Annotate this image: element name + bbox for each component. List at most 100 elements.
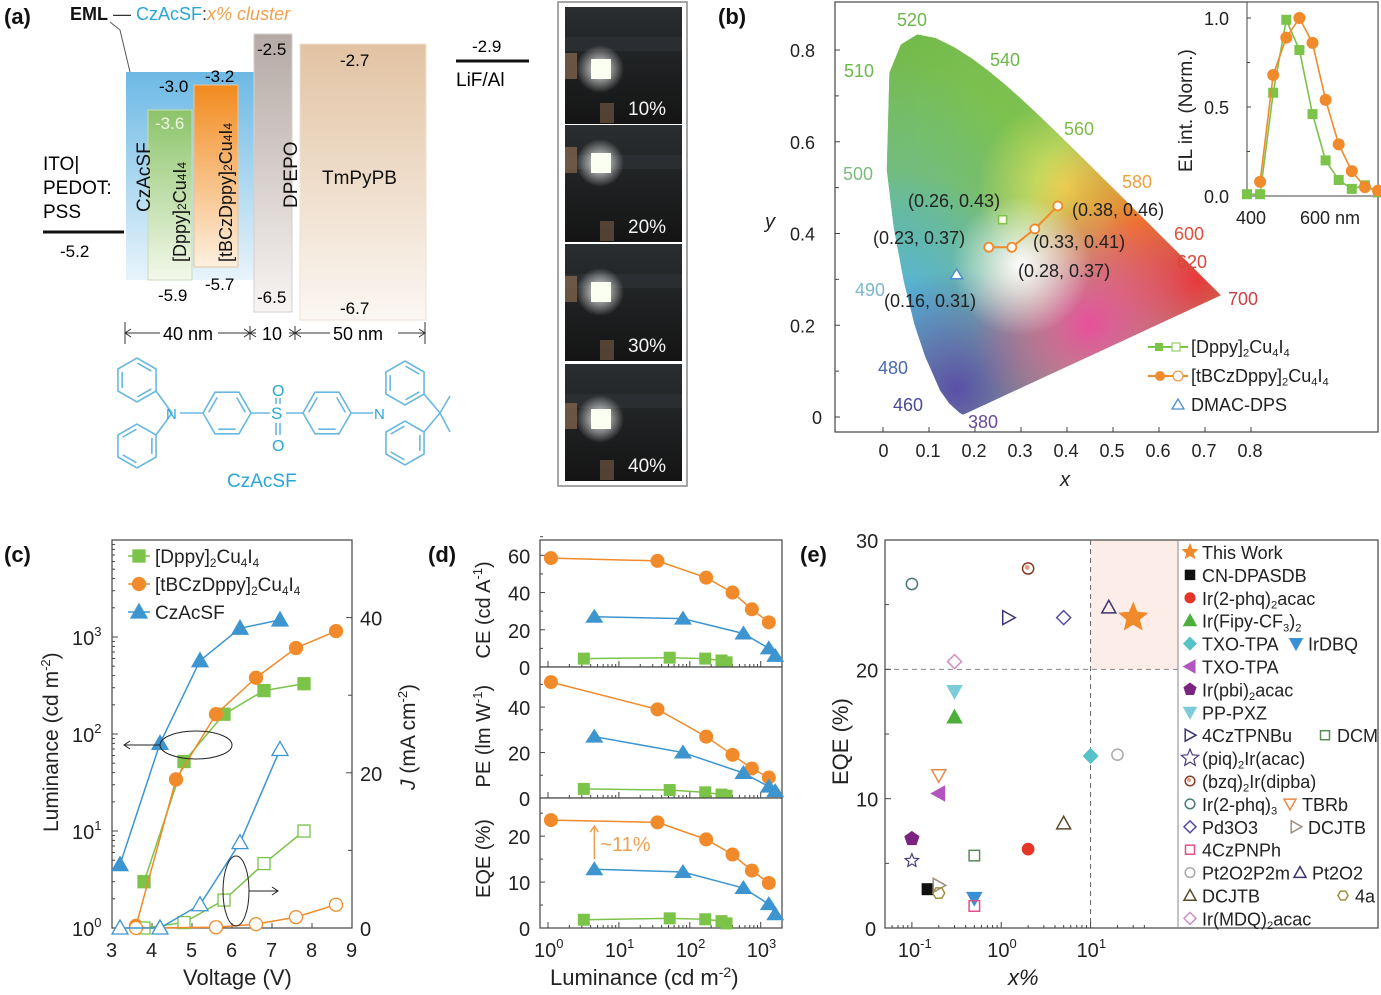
cie-coordinate-label: (0.16, 0.31) — [884, 291, 976, 311]
wavelength-label: 480 — [878, 358, 908, 378]
y-tick-label: 0 — [865, 919, 876, 941]
data-point — [257, 856, 271, 871]
data-point — [208, 707, 224, 722]
y-tick-label: 20 — [508, 827, 530, 849]
double-bond — [122, 428, 137, 438]
marker-triangle-down — [930, 769, 948, 784]
data-point — [699, 652, 712, 665]
panel-label-b: (b) — [718, 4, 746, 29]
marker-square — [921, 883, 934, 896]
data-point — [270, 740, 290, 757]
y2-tick-label: 40 — [360, 609, 382, 631]
y-tick-label: 0 — [519, 658, 530, 680]
atom-o-bottom: O — [272, 438, 284, 455]
double-bond — [307, 397, 318, 413]
inset-y-tick-label: 0.5 — [1204, 98, 1229, 118]
legend-marker — [1155, 343, 1163, 351]
data-point — [734, 880, 753, 895]
y-tick-label: 10 — [508, 873, 530, 895]
probe-tip — [565, 53, 577, 79]
tbcz-layer-label: [tBCzDppy]2Cu4I4 — [216, 123, 236, 262]
x-tick-label: 0.5 — [1100, 441, 1125, 461]
methyl — [439, 395, 451, 414]
legend-label: TXO-TPA — [1202, 658, 1279, 678]
cie-point-dppy — [997, 214, 1008, 225]
marker-square — [1319, 729, 1331, 741]
inset-point — [1358, 181, 1371, 194]
eml-host: CzAcSF — [136, 4, 202, 24]
cie-color-fill — [886, 34, 1221, 415]
legend-label: DCM — [1337, 726, 1378, 746]
inset-point — [1333, 174, 1344, 185]
x-tick-label: 6 — [226, 940, 237, 962]
device-photo — [565, 125, 682, 242]
wavelength-label: 380 — [968, 412, 998, 432]
tmpypb-homo: -6.7 — [340, 299, 369, 318]
dpepo-lumo: -2.5 — [257, 40, 286, 59]
data-point — [577, 652, 590, 665]
legend-label: IrDBQ — [1308, 635, 1358, 655]
data-point — [230, 618, 250, 635]
inset-x-tick-label: 400 — [1236, 208, 1266, 228]
y-tick-label: 0.2 — [790, 316, 815, 336]
double-bond — [390, 425, 405, 435]
probe-tip — [565, 403, 577, 429]
wavelength-label: 540 — [990, 50, 1020, 70]
marker-pentagon — [904, 830, 920, 846]
marker-circle-dot — [1184, 775, 1196, 787]
anode-line-1: ITO| — [43, 154, 79, 175]
benzene-ring — [202, 391, 252, 435]
x-tick-label: 0.7 — [1192, 441, 1217, 461]
benzene-ring — [302, 391, 352, 435]
legend-label: CN-DPASDB — [1202, 566, 1307, 586]
legend-label: 4CzTPNBu — [1202, 726, 1292, 746]
atom-o-top: O — [272, 383, 284, 400]
czacsf-homo: -5.9 — [158, 286, 187, 305]
y-axis-label: Luminance (cd m-2) — [38, 652, 63, 832]
x-tick-label: 0.3 — [1008, 441, 1033, 461]
data-point — [328, 623, 344, 639]
inset-point — [1307, 109, 1318, 120]
x-tick-label: 9 — [346, 940, 357, 962]
data-point — [288, 640, 304, 656]
inset-y-tick-label: 0.0 — [1204, 187, 1229, 207]
marker-triangle-left — [930, 785, 946, 802]
cie-point-tbcz — [983, 241, 995, 253]
cie-point-tbcz — [1006, 241, 1018, 253]
marker-diamond — [946, 653, 963, 670]
panel-label-e: (e) — [800, 542, 827, 567]
layer-dppy — [147, 109, 193, 281]
methyl — [439, 412, 451, 433]
y-tick-label: 40 — [508, 584, 530, 606]
data-point — [168, 772, 184, 787]
wavelength-label: 510 — [844, 61, 874, 81]
y-tick-label: 0 — [519, 919, 530, 941]
data-point — [744, 602, 759, 617]
y-tick-label: 40 — [508, 698, 530, 720]
tbcz-lumo: -3.2 — [205, 67, 234, 86]
marker-pentagon — [1183, 682, 1197, 696]
inset-frame — [1246, 1, 1379, 197]
czacsf-layer-label: CzAcSF — [134, 142, 155, 212]
anode-line-2: PEDOT: — [43, 178, 112, 199]
x-tick-label: 0 — [879, 441, 889, 461]
legend-label: Ir(2-phq)2acac — [1202, 589, 1315, 612]
panel-label-c: (c) — [4, 542, 31, 567]
data-point — [720, 917, 733, 930]
dppy-lumo: -3.6 — [155, 114, 184, 133]
y-tick-label: 0 — [812, 408, 822, 428]
marker-triangle-down — [1288, 638, 1304, 652]
double-bond — [122, 454, 137, 464]
inset-point — [1345, 165, 1358, 178]
x-tick-label: 101 — [605, 936, 634, 962]
y-tick-label: 60 — [508, 546, 530, 568]
panel-label-d: (d) — [428, 542, 456, 567]
marker-square — [1184, 569, 1196, 581]
eml-dash: — — [108, 4, 136, 24]
legend-label: Ir(pbi)2acac — [1202, 680, 1293, 703]
data-point — [766, 647, 785, 662]
data-point — [759, 896, 778, 911]
tmpypb-lumo: -2.7 — [340, 51, 369, 70]
y-tick-label: 20 — [856, 660, 878, 682]
benzene-ring — [385, 420, 425, 466]
